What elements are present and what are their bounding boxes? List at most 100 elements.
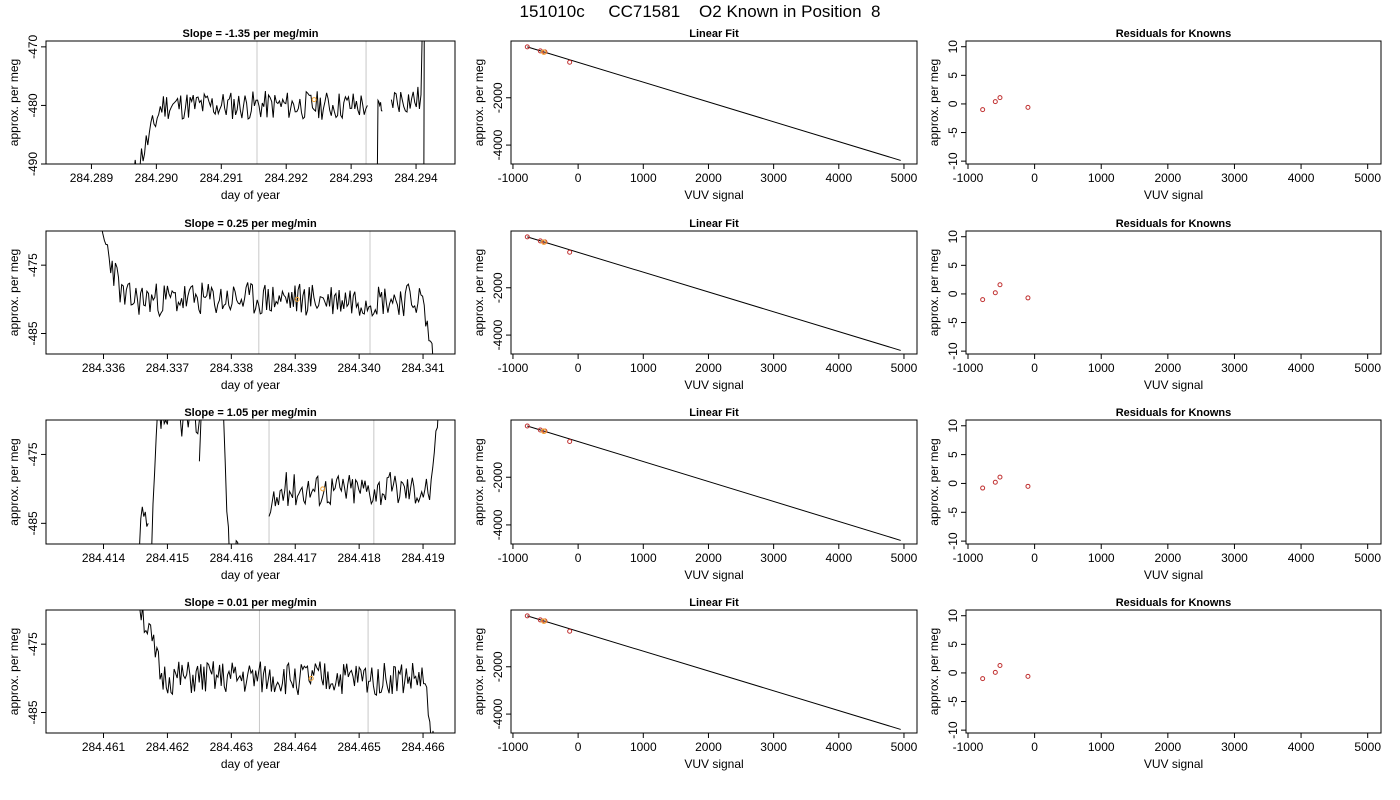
x-tick-label: 4000 [1288,171,1315,185]
chart-title: Linear Fit [689,407,739,419]
y-tick-label: -4000 [491,129,505,160]
y-tick-label: 5 [946,451,960,458]
residual-point [1025,483,1031,489]
x-tick-label: 4000 [825,171,852,185]
residual-point [980,107,986,113]
x-tick-label: 0 [575,551,582,565]
x-tick-label: 0 [575,740,582,754]
highlight-point [541,618,547,624]
data-point [524,44,530,50]
x-axis-label: day of year [221,757,280,771]
fit-line [527,46,901,161]
y-tick-label: -5 [946,696,960,707]
highlight-point [541,428,547,435]
highlight-point [541,49,547,55]
x-tick-label: -1000 [953,551,984,565]
chart-panel-r4-residuals: Residuals for Knowns -1000 0 1000 2000 3000 40… [927,597,1382,771]
sample-marker [294,296,300,302]
x-tick-label: 284.336 [82,361,126,375]
page-title: 151010c CC71581 O2 Known in Position 8 [519,2,881,21]
y-tick-label: -480 [26,93,40,117]
y-tick-label: -10 [946,152,960,170]
x-tick-label: 2000 [1154,740,1181,754]
data-trace [139,506,149,544]
y-axis-label: approx. per meg [927,438,941,525]
x-tick-label: 1000 [1088,171,1115,185]
residual-point [980,676,986,682]
x-tick-label: 0 [575,361,582,375]
data-point [524,613,530,619]
y-tick-label: -10 [946,532,960,550]
x-tick-label: 284.294 [394,171,438,185]
x-tick-label: 4000 [825,361,852,375]
x-axis-label: VUV signal [1144,568,1203,582]
chart-panel-r2-timeseries: Slope = 0.25 per meg/min 284.336 284.337 28… [7,218,456,392]
fit-line [527,615,901,730]
chart-panel-r1-linear-fit: Linear Fit -1000 0 1000 2000 3000 4000 5000 -400… [472,28,918,202]
chart-panel-r3-residuals: Residuals for Knowns -1000 0 1000 2000 3000 40… [927,407,1382,582]
x-tick-label: 2000 [695,740,722,754]
residual-point [980,485,986,491]
residual-point [1025,295,1031,301]
plot-area [139,420,439,544]
x-tick-label: 1000 [630,171,657,185]
data-trace [423,41,425,164]
y-tick-label: -5 [946,127,960,138]
y-tick-label: 5 [946,72,960,79]
x-tick-label: 2000 [695,171,722,185]
y-tick-label: -4000 [491,698,505,729]
chart-title: Residuals for Knowns [1116,597,1232,609]
x-tick-label: -1000 [498,740,529,754]
y-tick-label: -10 [946,721,960,739]
x-tick-label: 1000 [630,740,657,754]
residual-point [997,95,1003,101]
x-tick-label: 284.415 [146,551,190,565]
plot-area [524,613,901,730]
x-tick-label: -1000 [498,171,529,185]
sample-marker [308,675,314,681]
plot-area [101,231,434,354]
y-tick-label: 10 [946,40,960,54]
x-tick-label: 284.337 [146,361,190,375]
residual-point [997,282,1003,288]
x-tick-label: 5000 [1354,740,1381,754]
y-tick-label: 0 [946,480,960,487]
chart-panel-r3-linear-fit: Linear Fit -1000 0 1000 2000 3000 4000 5000 -400… [472,407,918,582]
x-tick-label: 0 [1031,171,1038,185]
x-tick-label: 4000 [825,551,852,565]
x-tick-label: 5000 [1354,361,1381,375]
chart-panel-r1-residuals: Residuals for Knowns -1000 0 1000 2000 3000 40… [927,28,1382,202]
x-tick-label: 284.462 [146,740,190,754]
x-tick-label: 2000 [1154,171,1181,185]
y-axis-label: approx. per meg [7,628,21,715]
x-tick-label: 284.291 [200,171,244,185]
highlight-point [541,239,547,245]
chart-title: Linear Fit [689,218,739,230]
y-tick-label: 0 [946,669,960,676]
data-trace [101,231,434,354]
y-axis-label: approx. per meg [927,628,941,715]
x-tick-label: 2000 [695,551,722,565]
chart-panel-r1-timeseries: Slope = -1.35 per meg/min 284.289 284.290 2… [7,28,456,202]
data-point [567,628,573,634]
plot-area [524,234,901,351]
x-tick-label: -1000 [953,361,984,375]
x-tick-label: 5000 [1354,551,1381,565]
residual-point [1025,673,1031,679]
x-tick-label: 284.463 [210,740,254,754]
y-axis-label: approx. per meg [927,59,941,146]
plot-frame [510,230,918,355]
y-tick-label: -485 [26,511,40,535]
x-tick-label: 284.465 [337,740,381,754]
x-tick-label: 0 [1031,551,1038,565]
y-tick-label: -2000 [491,82,505,113]
residual-point [992,669,998,675]
y-tick-label: -2000 [491,272,505,303]
y-tick-label: -485 [26,700,40,724]
x-tick-label: -1000 [953,740,984,754]
x-tick-label: 284.293 [329,171,373,185]
x-tick-label: 284.414 [82,551,126,565]
x-axis-label: VUV signal [1144,378,1203,392]
x-tick-label: 284.289 [70,171,114,185]
